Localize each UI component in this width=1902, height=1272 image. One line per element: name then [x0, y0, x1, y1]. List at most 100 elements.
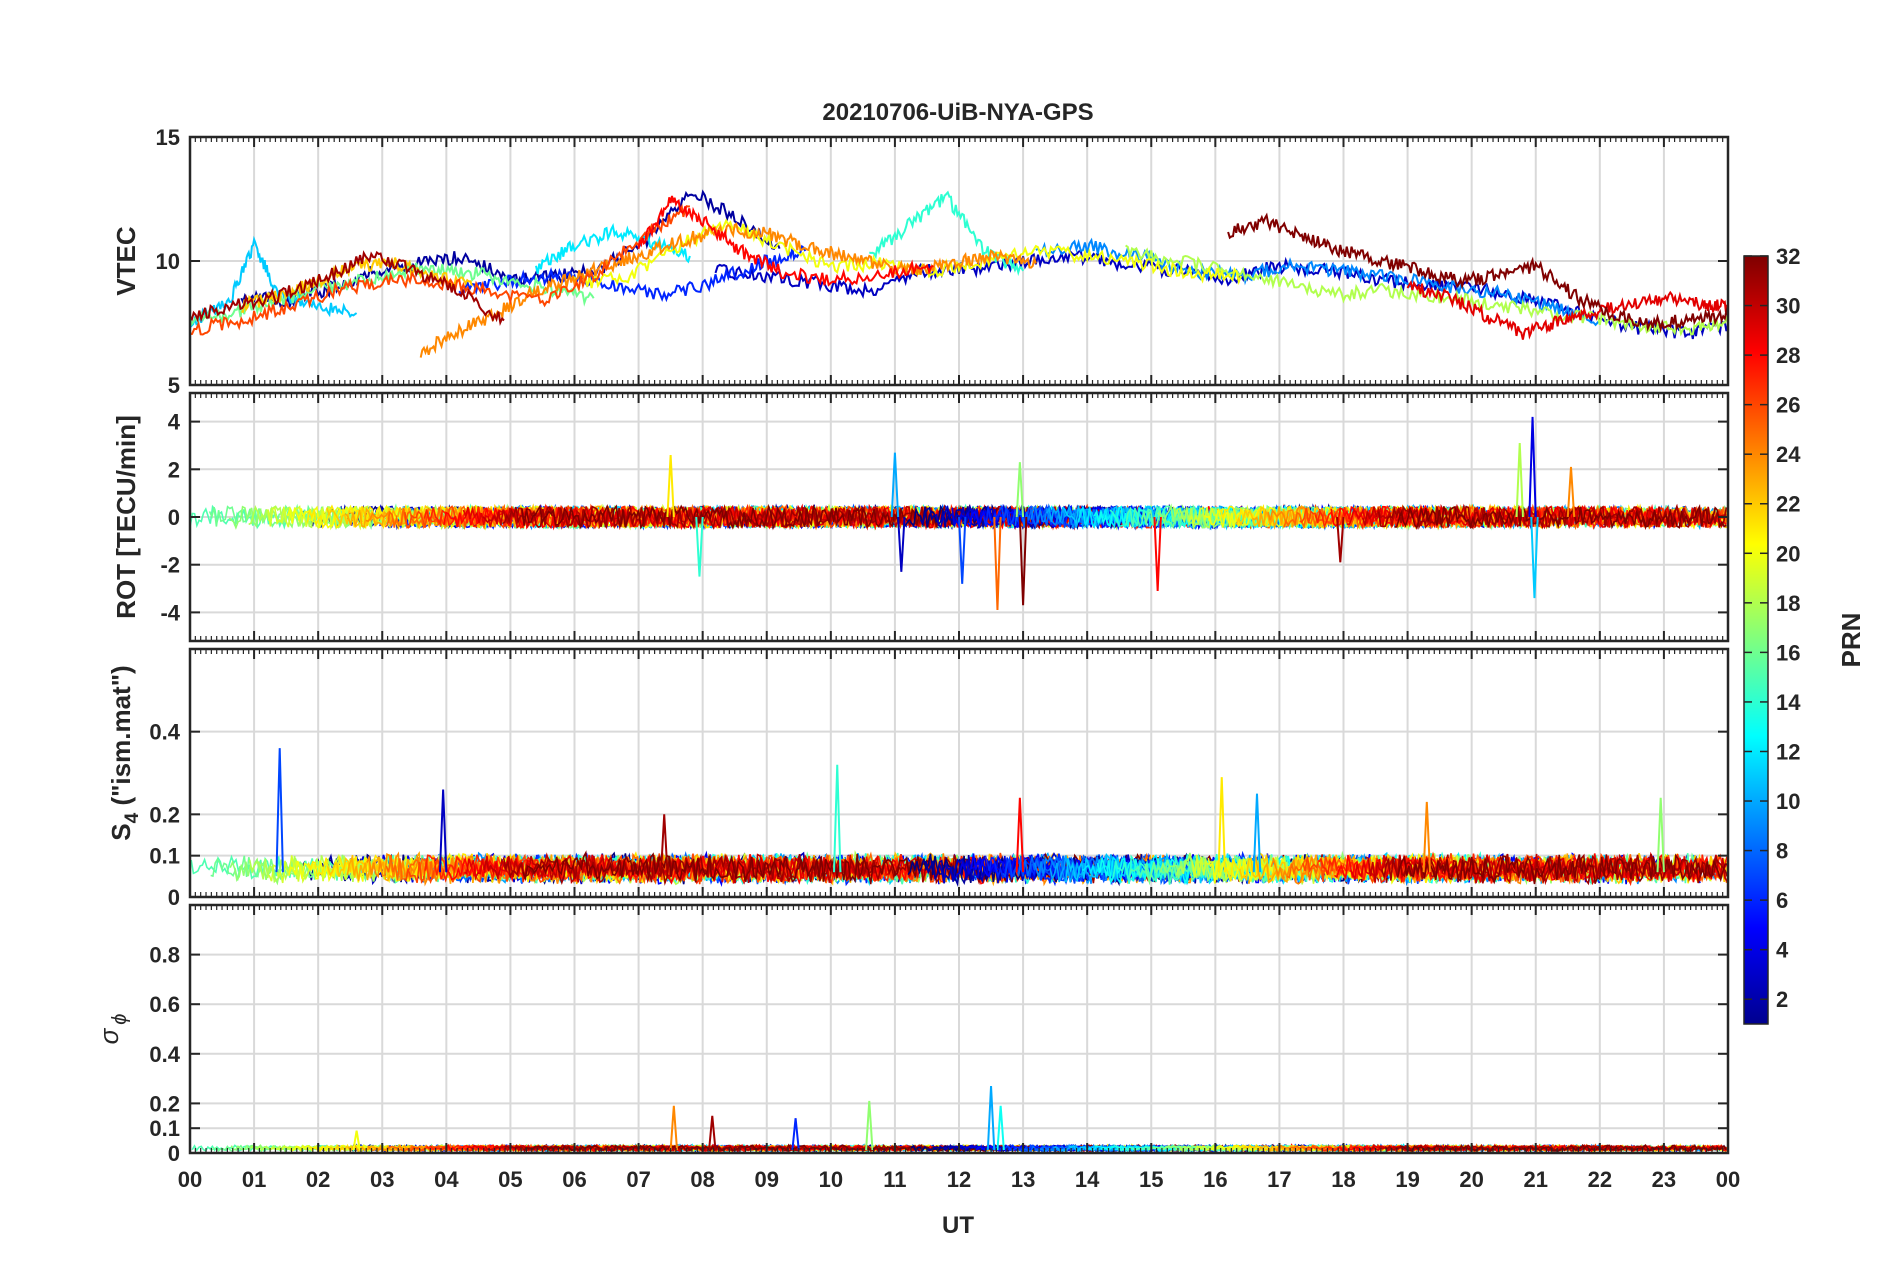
- x-tick-label: 01: [242, 1167, 266, 1192]
- x-tick-label: 09: [755, 1167, 779, 1192]
- peak-mark: [890, 452, 900, 518]
- y-tick-label: 0.8: [149, 943, 180, 968]
- peak-mark: [669, 1105, 679, 1151]
- peak-mark: [708, 1115, 717, 1151]
- x-axis-ticks: 00 01 02 03 04 05 06 07 08 09 10 11 12 13 14 15 16 17 18 19…: [178, 1167, 1740, 1192]
- peak-mark: [1530, 516, 1539, 599]
- figure-title: 20210706-UiB-NYA-GPS: [822, 99, 1093, 126]
- y-tick-label: 0.1: [149, 844, 180, 869]
- colorbar-tick-label: 14: [1776, 690, 1801, 715]
- x-tick-label: 05: [498, 1167, 522, 1192]
- y-axis-label: VTEC: [111, 226, 141, 296]
- peak-mark: [438, 789, 448, 873]
- vtec-series-prn-16: [190, 260, 595, 327]
- vtec-series-prn-12: [535, 222, 691, 275]
- y-tick-label: 0.4: [149, 720, 180, 745]
- x-tick-label: 18: [1331, 1167, 1355, 1192]
- peak-mark: [833, 764, 842, 873]
- colorbar-tick-label: 8: [1776, 839, 1788, 864]
- x-tick-label: 22: [1588, 1167, 1612, 1192]
- x-tick-label: 06: [562, 1167, 586, 1192]
- peak-mark: [865, 1100, 874, 1151]
- y-tick-label: 5: [168, 373, 180, 398]
- colorbar-tick-label: 26: [1776, 393, 1800, 418]
- vtec-series-prn-11: [190, 235, 358, 328]
- y-axis-label: ROT [TECU/min]: [111, 415, 141, 619]
- vtec-series-prn-14: [868, 190, 1024, 277]
- series-group: [191, 1085, 1728, 1153]
- y-axis-label-rest: ("ism.mat"): [106, 665, 136, 812]
- y-tick-label: 0: [168, 885, 180, 910]
- peak-mark: [993, 516, 1002, 611]
- peak-mark: [986, 1085, 996, 1151]
- peak-mark: [1015, 797, 1025, 873]
- peak-mark: [897, 516, 906, 572]
- peak-mark: [996, 1105, 1005, 1151]
- colorbar-tick-label: 24: [1776, 442, 1801, 467]
- peak-mark: [1217, 777, 1226, 873]
- peak-mark: [1018, 516, 1028, 606]
- peak-mark: [791, 1118, 800, 1151]
- y-tick-label: 0.2: [149, 1091, 180, 1116]
- y-axis-label-subscript: ϕ: [109, 1014, 131, 1025]
- x-tick-label: 00: [1716, 1167, 1740, 1192]
- x-tick-label: 11: [883, 1167, 906, 1192]
- x-tick-label: 07: [626, 1167, 650, 1192]
- vtec-series-prn-24: [419, 222, 1037, 358]
- x-tick-label: 04: [434, 1167, 459, 1192]
- x-tick-label: 10: [819, 1167, 843, 1192]
- vtec-series-prn-20: [573, 218, 1242, 293]
- vtec-series-prn-9: [1035, 237, 1601, 327]
- y-axis-label: S4 ("ism.mat"): [106, 665, 143, 840]
- y-tick-label: -2: [160, 553, 180, 578]
- x-tick-label: 19: [1395, 1167, 1419, 1192]
- peak-mark: [1515, 443, 1524, 518]
- series-prn-32-late: [1396, 853, 1728, 885]
- y-axis-label-subscript: 4: [122, 812, 143, 823]
- peak-mark: [660, 814, 669, 873]
- rot-panel: -4 -2 0 2 4 ROT [TECU/min]: [111, 391, 1730, 643]
- y-tick-label: 0: [168, 505, 180, 530]
- x-tick-label: 23: [1652, 1167, 1676, 1192]
- colorbar-tick-label: 22: [1776, 492, 1800, 517]
- x-tick-label: 13: [1011, 1167, 1035, 1192]
- x-axis-label: UT: [942, 1212, 974, 1239]
- y-tick-label: 0.4: [149, 1042, 180, 1067]
- colorbar-tick-label: 28: [1776, 343, 1800, 368]
- series-prn-32-late: [1394, 504, 1727, 530]
- vtec-series-prn-31: [190, 250, 505, 327]
- y-tick-label: 2: [168, 457, 180, 482]
- vtec-panel: 5 10 15 VTEC: [111, 125, 1730, 398]
- peak-mark: [1153, 516, 1162, 591]
- x-tick-label: 14: [1075, 1167, 1100, 1192]
- colorbar-tick-label: 20: [1776, 541, 1800, 566]
- colorbar-tick-label: 16: [1776, 640, 1800, 665]
- colorbar-gradient: [1743, 255, 1769, 1025]
- colorbar-tick-label: 30: [1776, 294, 1800, 319]
- x-tick-label: 21: [1524, 1167, 1548, 1192]
- x-tick-label: 02: [306, 1167, 330, 1192]
- x-tick-label: 00: [178, 1167, 202, 1192]
- y-tick-label: 10: [156, 249, 180, 274]
- colorbar-tick-label: 2: [1776, 987, 1788, 1012]
- series-group: [190, 416, 1728, 611]
- colorbar-tick-label: 32: [1776, 244, 1800, 269]
- x-tick-label: 15: [1139, 1167, 1163, 1192]
- x-tick-label: 16: [1203, 1167, 1227, 1192]
- series-group: [190, 748, 1728, 888]
- y-tick-label: -4: [160, 600, 180, 625]
- vtec-series-prn-32: [1227, 212, 1728, 333]
- peak-mark: [275, 748, 284, 873]
- peak-mark: [1528, 416, 1537, 518]
- peak-mark: [695, 516, 704, 577]
- series-group: [190, 189, 1728, 358]
- x-tick-label: 20: [1459, 1167, 1483, 1192]
- y-tick-label: 0.1: [149, 1116, 180, 1141]
- colorbar-tick-label: 12: [1776, 739, 1800, 764]
- colorbar-tick-label: 6: [1776, 888, 1788, 913]
- colorbar-tick-label: 10: [1776, 789, 1800, 814]
- peak-mark: [1422, 801, 1432, 873]
- peak-mark: [1336, 516, 1345, 563]
